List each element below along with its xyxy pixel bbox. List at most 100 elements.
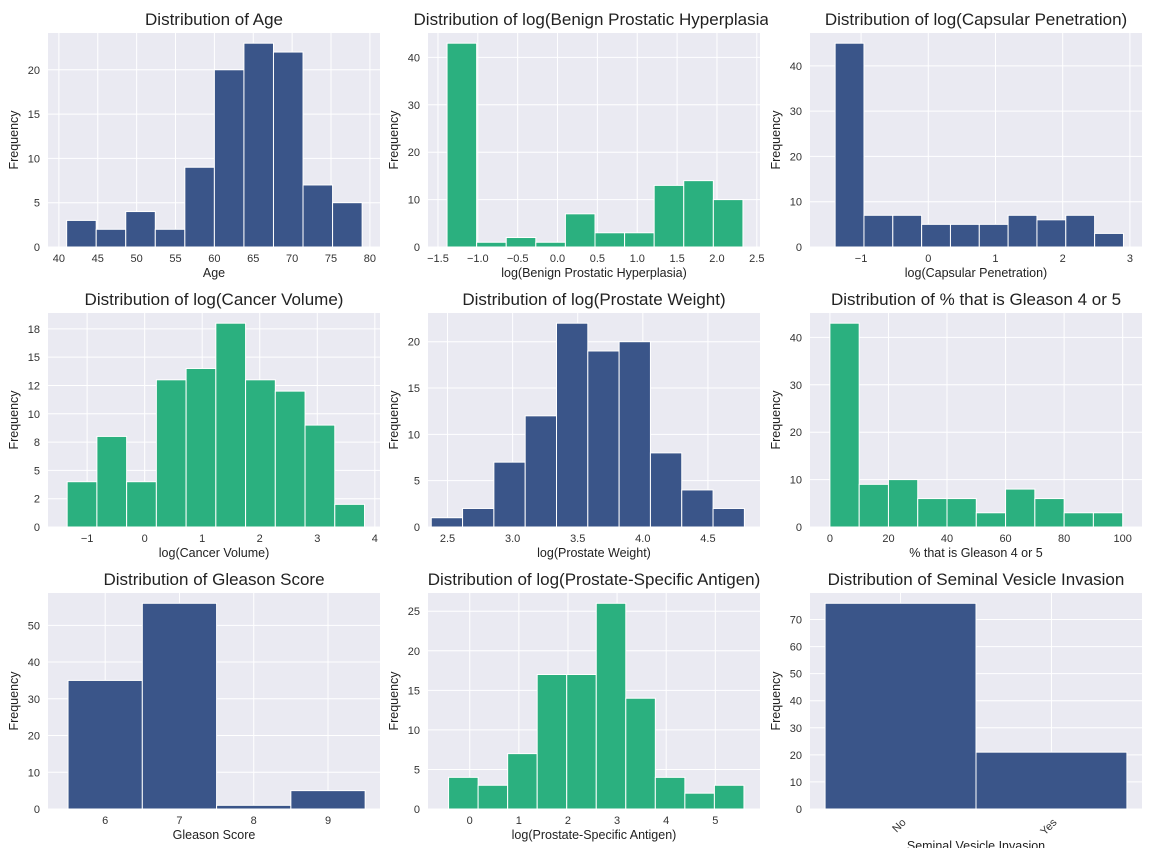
x-tick-label: 1.0 xyxy=(630,253,645,265)
y-tick-label: 0 xyxy=(414,522,420,534)
histogram-bar xyxy=(66,481,98,528)
x-tick-label: −1.5 xyxy=(427,253,449,265)
y-axis-label: Frequency xyxy=(387,671,401,731)
y-tick-label: 30 xyxy=(790,723,802,735)
y-tick-label: 40 xyxy=(790,332,802,344)
histogram-bar xyxy=(1007,214,1038,248)
x-tick-label: 50 xyxy=(131,253,143,265)
histogram-bar xyxy=(536,673,568,810)
y-tick-label: 30 xyxy=(790,106,802,118)
x-axis-label: log(Cancer Volume) xyxy=(159,546,269,560)
histogram-bar xyxy=(829,322,860,528)
histogram-panel: 0 5 10 15 20 25 0 1 2 3 4 5 Distribution of log(Pros… xyxy=(384,560,768,848)
chart-title: Distribution of log(Prostate Weight) xyxy=(462,290,725,309)
histogram-bar xyxy=(155,379,187,528)
y-axis-label: Frequency xyxy=(7,110,21,170)
histogram-bar xyxy=(587,350,620,528)
y-tick-label: 20 xyxy=(408,147,420,159)
y-tick-label: 10 xyxy=(28,153,40,165)
x-tick-label: 7 xyxy=(176,815,182,827)
y-axis-label: Frequency xyxy=(387,390,401,450)
x-tick-label: Yes xyxy=(1038,816,1060,838)
histogram-panel: 0 10 20 30 40 50 60 70 No Yes Distribution of Semi… xyxy=(768,560,1152,848)
x-tick-label: 2.5 xyxy=(440,533,455,545)
chart-title: Distribution of Seminal Vesicle Invasion xyxy=(828,570,1125,589)
x-tick-label: −1 xyxy=(855,253,868,265)
histogram-bar xyxy=(595,602,627,810)
histogram-chart: 0 5 10 15 20 2.5 3.0 3.5 4.0 4.5 Distribution of l… xyxy=(387,290,760,560)
histogram-bar xyxy=(713,784,745,810)
y-tick-label: 60 xyxy=(790,642,802,654)
histogram-panel: 0 10 20 30 40 0 20 40 60 80 100 Distribution of % t… xyxy=(768,280,1152,568)
x-tick-label: 75 xyxy=(325,253,337,265)
histogram-bar xyxy=(556,322,589,528)
histogram-bar xyxy=(96,435,128,528)
x-tick-label: 3 xyxy=(614,815,620,827)
histogram-bar xyxy=(462,507,495,528)
histogram-panel: 0 10 20 30 40 50 6 7 8 9 Distribution of Gleason S… xyxy=(0,560,384,848)
histogram-bar xyxy=(1065,214,1096,248)
x-tick-label: 0 xyxy=(925,253,931,265)
histogram-panel: 0 5 10 15 20 40 45 50 55 60 65 70 75 80 Distribution o… xyxy=(0,0,384,288)
x-tick-label: 0 xyxy=(467,815,473,827)
y-tick-label: 10 xyxy=(408,725,420,737)
x-tick-label: 0.0 xyxy=(550,253,565,265)
x-tick-label: 4 xyxy=(663,815,669,827)
x-tick-label: 6 xyxy=(102,815,108,827)
x-axis-label: Age xyxy=(203,266,225,280)
chart-title: Distribution of log(Cancer Volume) xyxy=(85,290,344,309)
y-tick-label: 20 xyxy=(790,750,802,762)
y-tick-label: 0 xyxy=(414,242,420,254)
histogram-bar xyxy=(213,69,245,248)
histogram-bar xyxy=(184,166,215,248)
x-tick-label: 1 xyxy=(992,253,998,265)
x-tick-label: 2 xyxy=(565,815,571,827)
histogram-bar xyxy=(493,461,526,528)
y-tick-label: 20 xyxy=(408,337,420,349)
histogram-bar xyxy=(681,489,714,528)
y-tick-label: 20 xyxy=(790,151,802,163)
x-tick-label: 3.0 xyxy=(505,533,520,545)
histogram-bar xyxy=(975,751,1128,810)
x-tick-label: 9 xyxy=(325,815,331,827)
y-axis-label: Frequency xyxy=(387,110,401,170)
histogram-chart: 0 10 20 30 40 −1.5 −1.0 −0.5 0.0 0.5 1.0 1.5 2.0 2.5 D… xyxy=(387,10,768,280)
x-tick-label: 60 xyxy=(208,253,220,265)
histogram-bar xyxy=(216,804,292,810)
chart-title: Distribution of log(Benign Prostatic Hyp… xyxy=(414,10,768,29)
x-tick-label: 2.5 xyxy=(749,253,764,265)
y-tick-label: 20 xyxy=(28,731,40,743)
histogram-bar xyxy=(863,214,894,248)
histogram-chart: 0 10 20 30 40 50 60 70 No Yes Distribution of Semi… xyxy=(769,570,1142,848)
y-axis-label: Frequency xyxy=(7,390,21,450)
y-tick-label: 10 xyxy=(408,195,420,207)
y-tick-label: 15 xyxy=(408,383,420,395)
y-tick-label: 20 xyxy=(790,427,802,439)
y-tick-label: 15 xyxy=(408,685,420,697)
x-axis-label: log(Prostate Weight) xyxy=(537,546,651,560)
histogram-bar xyxy=(524,415,558,528)
histogram-bar xyxy=(1063,512,1094,528)
y-tick-label: 0 xyxy=(796,804,802,816)
chart-title: Distribution of % that is Gleason 4 or 5 xyxy=(831,290,1121,309)
histogram-bar xyxy=(566,673,597,810)
histogram-bar xyxy=(564,213,596,248)
y-tick-label: 5 xyxy=(414,476,420,488)
histogram-bar xyxy=(332,202,363,248)
histogram-bar xyxy=(1034,498,1065,528)
x-tick-label: 0.5 xyxy=(590,253,605,265)
x-tick-label: 4.0 xyxy=(635,533,650,545)
y-tick-label: 50 xyxy=(28,620,40,632)
x-tick-label: 0 xyxy=(142,533,148,545)
y-tick-label: 70 xyxy=(790,615,802,627)
histogram-bar xyxy=(649,452,683,528)
histogram-panel: 0 10 20 30 40 −1 0 1 2 3 Distribution of log(Capsu… xyxy=(768,0,1152,288)
x-tick-label: 55 xyxy=(169,253,181,265)
histogram-chart: 0 10 20 30 40 0 20 40 60 80 100 Distribution of % t… xyxy=(769,290,1142,560)
chart-title: Distribution of Age xyxy=(145,10,283,29)
x-tick-label: 2.0 xyxy=(709,253,724,265)
histogram-bar xyxy=(917,498,948,528)
x-axis-label: % that is Gleason 4 or 5 xyxy=(909,546,1042,560)
histogram-bar xyxy=(430,517,464,528)
